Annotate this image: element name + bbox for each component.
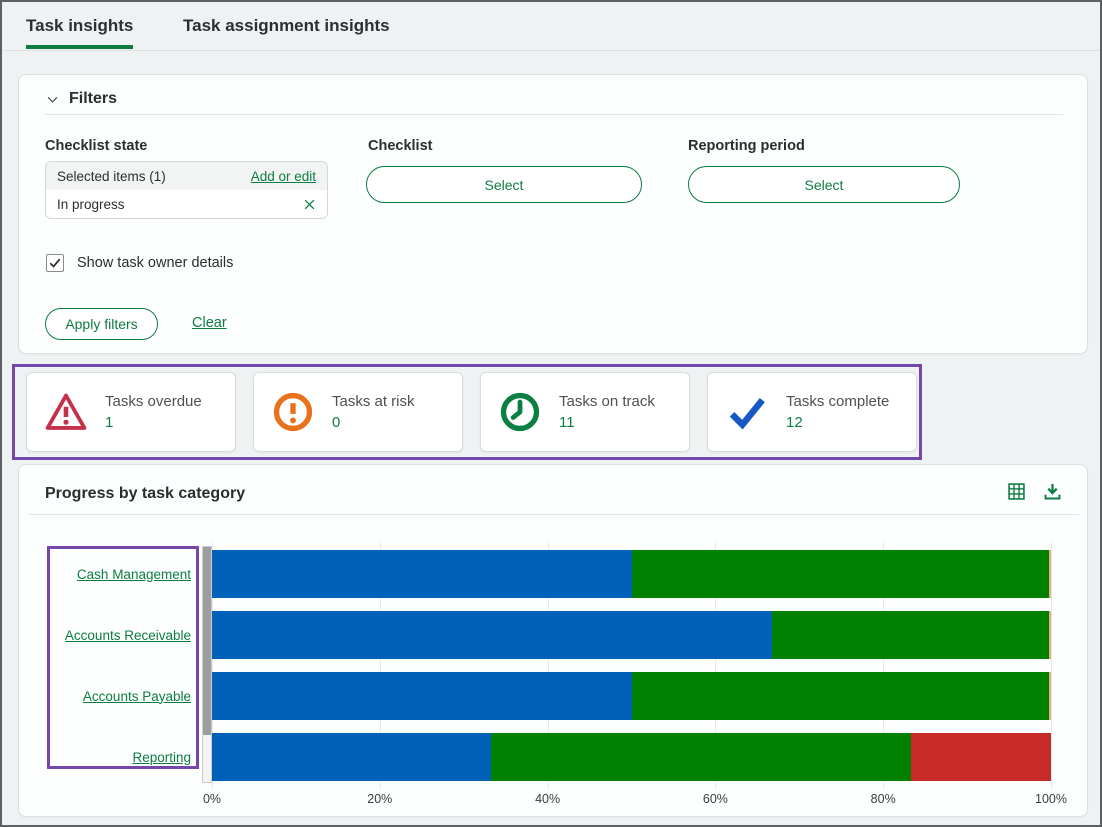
kpi-value: 11 <box>559 414 575 431</box>
x-tick-label: 60% <box>702 792 728 806</box>
filters-title: Filters <box>69 90 118 107</box>
gridline <box>212 541 213 788</box>
kpi-value: 12 <box>786 414 803 431</box>
kpi-card-tasks-complete: Tasks complete 12 <box>707 372 917 452</box>
annotation-box-categories <box>47 546 199 769</box>
bar-segment-blue <box>212 611 772 659</box>
bar-segment-green <box>491 733 911 781</box>
alert-circle-icon <box>270 389 316 435</box>
chart-x-axis: 0% 20% 40% 60% 80% 100% <box>203 792 1067 808</box>
tab-task-assignment-insights[interactable]: Task assignment insights <box>183 16 390 35</box>
gridline <box>883 541 885 788</box>
filters-panel: Filters Checklist state Checklist Report… <box>18 74 1088 354</box>
warning-triangle-icon <box>43 389 89 435</box>
kpi-card-tasks-on-track: Tasks on track 11 <box>480 372 690 452</box>
bar-segment-blue <box>212 550 632 598</box>
checklist-state-selection: Selected items (1) Add or edit In progre… <box>45 161 328 219</box>
bar-segment-green <box>631 550 1051 598</box>
filters-header[interactable]: Filters <box>45 90 117 108</box>
chart-plot <box>212 550 1051 790</box>
gridline <box>379 541 381 788</box>
gridline <box>715 541 717 788</box>
bar-segment-blue <box>212 672 632 720</box>
kpi-label: Tasks at risk <box>332 393 415 410</box>
selected-items-summary: Selected items (1) <box>57 168 166 184</box>
kpi-card-row: Tasks overdue 1 Tasks at risk 0 <box>26 372 917 452</box>
show-owner-label: Show task owner details <box>77 255 234 271</box>
add-or-edit-link[interactable]: Add or edit <box>250 168 316 184</box>
bar-row <box>212 550 1051 598</box>
apply-filters-button[interactable]: Apply filters <box>45 308 158 340</box>
divider <box>45 114 1063 115</box>
progress-chart-panel: Progress by task category <box>18 464 1088 817</box>
gridline <box>1051 541 1052 788</box>
kpi-value: 0 <box>332 414 341 431</box>
bar-segment-green <box>631 672 1051 720</box>
bar-segment-blue <box>212 733 492 781</box>
show-owner-checkbox[interactable] <box>46 254 64 272</box>
chevron-down-icon <box>45 92 60 107</box>
show-owner-row: Show task owner details <box>46 254 233 272</box>
check-icon <box>724 389 770 435</box>
kpi-card-tasks-overdue: Tasks overdue 1 <box>26 372 236 452</box>
annotation-box-kpis <box>12 364 922 460</box>
x-tick-label: 80% <box>870 792 896 806</box>
tab-bar: Task insights Task assignment insights <box>2 2 1100 51</box>
gridline <box>547 541 549 788</box>
download-icon[interactable] <box>1042 481 1063 502</box>
clock-icon <box>497 389 543 435</box>
bar-row <box>212 733 1051 781</box>
tab-task-insights[interactable]: Task insights <box>26 16 134 49</box>
divider <box>29 514 1079 515</box>
scrollbar-thumb[interactable] <box>203 547 211 735</box>
x-tick-label: 0% <box>202 792 222 806</box>
category-link[interactable]: Cash Management <box>76 566 191 582</box>
chart-vertical-scrollbar[interactable] <box>202 546 212 783</box>
bar-segment-green <box>771 611 1051 659</box>
bar-segment-red <box>910 733 1051 781</box>
kpi-label: Tasks on track <box>559 393 655 410</box>
category-link[interactable]: Accounts Payable <box>82 688 191 704</box>
checklist-select-button[interactable]: Select <box>366 166 642 203</box>
selected-items-header: Selected items (1) Add or edit <box>46 162 327 190</box>
kpi-label: Tasks complete <box>786 393 890 410</box>
bar-row <box>212 672 1051 720</box>
chart-title: Progress by task category <box>45 485 246 502</box>
clear-filters-link[interactable]: Clear <box>192 315 227 331</box>
category-labels: Cash Management Accounts Receivable Accoun… <box>47 550 199 794</box>
selected-item-row: In progress <box>46 190 327 218</box>
table-view-icon[interactable] <box>1006 481 1027 502</box>
x-tick-label: 20% <box>367 792 393 806</box>
category-link[interactable]: Reporting <box>132 749 191 765</box>
remove-filter-icon[interactable] <box>303 198 316 211</box>
bar-row <box>212 611 1051 659</box>
kpi-label: Tasks overdue <box>105 393 202 410</box>
kpi-value: 1 <box>105 414 114 431</box>
checklist-state-label: Checklist state <box>45 138 148 154</box>
x-tick-label: 40% <box>535 792 561 806</box>
kpi-card-tasks-at-risk: Tasks at risk 0 <box>253 372 463 452</box>
selected-item-label: In progress <box>57 196 125 212</box>
reporting-period-select-button[interactable]: Select <box>688 166 960 203</box>
checklist-label: Checklist <box>368 138 433 154</box>
reporting-period-label: Reporting period <box>688 138 805 154</box>
category-link[interactable]: Accounts Receivable <box>64 627 191 643</box>
chart-gridlines <box>212 541 1052 788</box>
x-tick-label: 100% <box>1035 792 1067 806</box>
